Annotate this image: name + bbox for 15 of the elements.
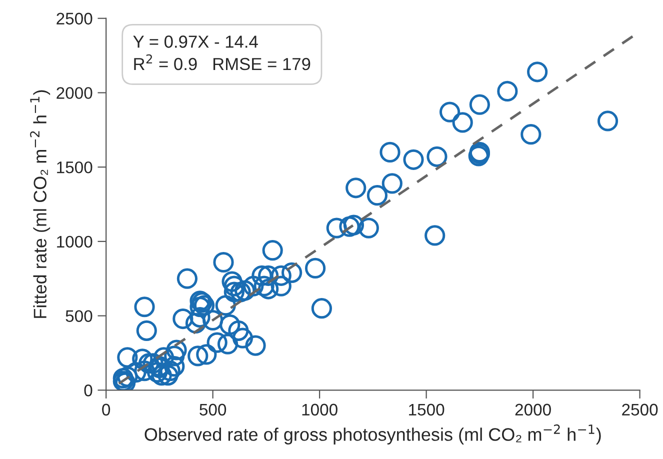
annotation: Y = 0.97X - 14.4 R$^{2}$ = 0.9 RMSE = 179 <box>133 36 310 70</box>
x-tick-label: 2500 <box>622 404 658 416</box>
x-tick-label: 1000 <box>302 404 338 416</box>
y-tick-label: 2000 <box>56 87 92 99</box>
y-axis-title: Fitted rate (ml CO₂ m$^{−2}$ h$^{−1}$) <box>30 90 50 318</box>
y-tick-label: 1000 <box>57 236 92 248</box>
y-tick-label: 1500 <box>57 161 92 174</box>
x-tick-label: 0 <box>102 404 110 416</box>
y-tick-label: 500 <box>66 310 92 322</box>
y-tick-label: 0 <box>84 384 92 396</box>
x-tick-label: 2000 <box>515 404 551 416</box>
x-tick-label: 500 <box>200 404 226 416</box>
y-tick-label: 2500 <box>56 12 92 25</box>
x-tick-label: 1500 <box>409 404 444 416</box>
x-axis-title: Observed rate of gross photosynthesis (ml CO₂ m$^{−2}$ h$^{−1}$) <box>144 424 601 444</box>
